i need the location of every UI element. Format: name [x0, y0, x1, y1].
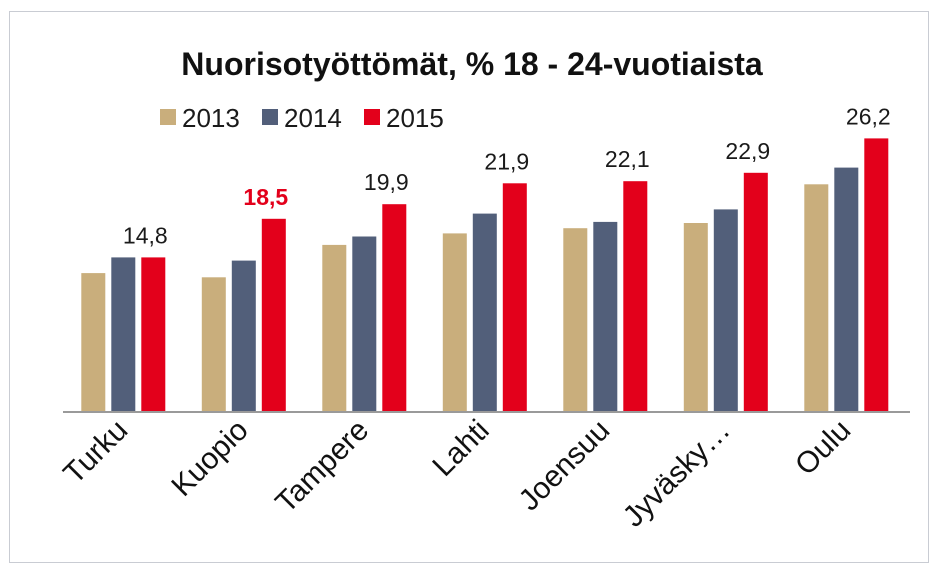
bars — [81, 138, 889, 412]
x-tick-label-5: Jyväsky… — [617, 414, 737, 534]
data-label-6: 26,2 — [846, 103, 891, 129]
x-tick-label-4: Joensuu — [513, 414, 617, 518]
bar-2015-5 — [743, 172, 768, 412]
x-tick-label-6: Oulu — [789, 414, 857, 482]
data-label-3: 21,9 — [484, 148, 529, 174]
bar-2014-6 — [834, 167, 859, 412]
bar-2015-4 — [623, 181, 648, 412]
bar-2015-1 — [261, 218, 286, 412]
bar-2013-6 — [804, 184, 829, 412]
data-label-5: 22,9 — [725, 138, 770, 164]
bar-2014-1 — [231, 260, 256, 412]
bar-2013-0 — [81, 273, 106, 412]
data-label-4: 22,1 — [605, 146, 650, 172]
legend-label-2014: 2014 — [284, 103, 342, 133]
bar-2014-4 — [593, 221, 618, 412]
bar-2014-0 — [111, 257, 136, 412]
bar-2015-0 — [141, 257, 166, 412]
bar-2014-2 — [352, 236, 377, 412]
data-label-2: 19,9 — [364, 169, 409, 195]
x-tick-label-2: Tampere — [269, 414, 375, 520]
legend-swatch-2014 — [262, 109, 278, 125]
bar-2015-2 — [382, 204, 407, 412]
bar-2013-4 — [563, 228, 588, 412]
bar-2015-3 — [502, 183, 527, 412]
bar-2013-1 — [201, 277, 226, 412]
legend-swatch-2013 — [160, 109, 176, 125]
bar-2013-3 — [442, 233, 467, 412]
bar-2013-5 — [683, 223, 708, 412]
legend-swatch-2015 — [364, 109, 380, 125]
data-label-1: 18,5 — [243, 184, 288, 210]
x-tick-label-3: Lahti — [426, 414, 495, 483]
data-label-0: 14,8 — [123, 222, 168, 248]
x-tick-label-0: Turku — [57, 414, 134, 491]
bar-2015-6 — [864, 138, 889, 412]
bar-2014-3 — [472, 213, 497, 412]
data-labels: 14,8 18,5 19,9 21,9 22,1 22,9 26,2 — [123, 103, 891, 248]
legend-label-2015: 2015 — [386, 103, 444, 133]
x-tick-label-1: Kuopio — [165, 414, 254, 503]
bar-2014-5 — [713, 209, 738, 412]
x-tick-labels: Turku Kuopio Tampere Lahti Joensuu Jyväsky… Ou… — [57, 414, 857, 534]
bar-2013-2 — [322, 244, 347, 412]
legend: 2013 2014 2015 — [160, 103, 444, 133]
chart-title: Nuorisotyöttömät, % 18 - 24-vuotiaista — [181, 46, 763, 82]
legend-label-2013: 2013 — [182, 103, 240, 133]
